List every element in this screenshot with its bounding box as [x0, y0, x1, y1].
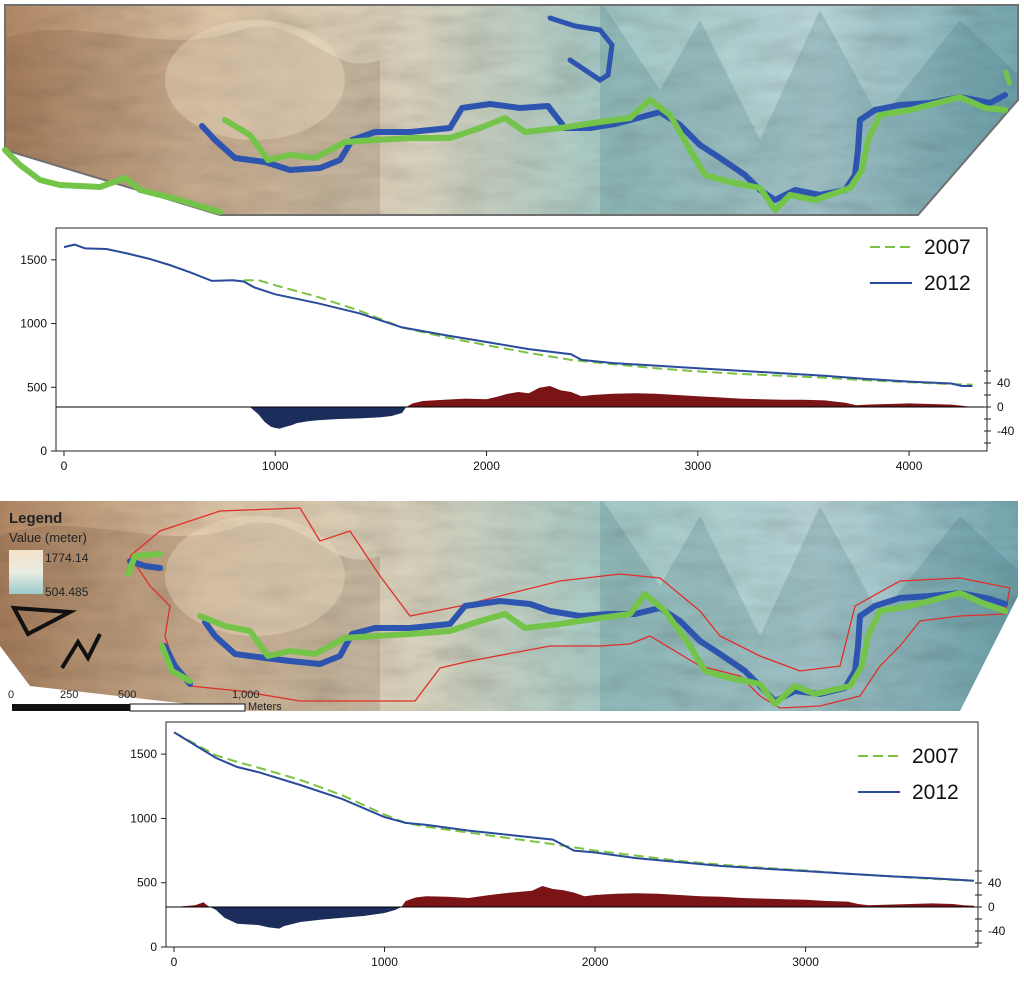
profile-chart-top: 0 1000 2000 3000 4000 0 500 1000 1500 40 0 -40 2007 2… [20, 227, 1015, 473]
channel-2007-top [2, 94, 1008, 215]
scale-tick-500: 500 [118, 689, 136, 701]
legend-label-2012-top: 2012 [924, 272, 971, 295]
channel-2012-top [199, 92, 1008, 203]
channel-2007-bottom [125, 551, 1008, 707]
scale-bar: 0 250 500 1,000 Meters [8, 689, 282, 713]
x-tick-label-top: 4000 [896, 459, 923, 473]
y2-tick-label-bottom: -40 [988, 924, 1006, 938]
y-tick-label-top: 1000 [20, 317, 47, 331]
chart-bottom: 0 1000 2000 3000 0 500 1000 1500 40 0 -40 2007 2012 [0, 718, 1024, 987]
series-line-2012-top [63, 243, 973, 387]
y-tick-label-bottom: 1000 [130, 811, 157, 825]
x-tick-label-top: 0 [61, 459, 68, 473]
x-tick-label-top: 2000 [473, 459, 500, 473]
legend-label-2007-bottom: 2007 [912, 745, 959, 768]
legend-low-value: 504.485 [45, 585, 89, 599]
y-tick-label-bottom: 0 [150, 940, 157, 954]
legend-high-value: 1774.14 [45, 551, 89, 565]
scale-tick-1000: 1,000 [232, 689, 260, 701]
x-tick-label-bottom: 1000 [371, 955, 398, 969]
difference-area-negative-bottom [174, 907, 974, 929]
legend-label-2007-top: 2007 [924, 236, 971, 259]
difference-area-positive-bottom [174, 886, 974, 907]
profile-chart-bottom: 0 1000 2000 3000 0 500 1000 1500 40 0 -40 2007 2012 [130, 721, 1006, 969]
x-tick-label-bottom: 3000 [792, 955, 819, 969]
legend-subtitle: Value (meter) [9, 530, 87, 545]
y-tick-label-top: 0 [40, 444, 47, 458]
map-top [0, 0, 1024, 222]
plot-frame-top [55, 227, 988, 452]
y-tick-label-top: 1500 [20, 253, 47, 267]
difference-area-positive-top [64, 386, 973, 407]
map-bottom-svg: Legend Value (meter) 1774.14 504.485 0 2… [0, 501, 1018, 713]
y2-tick-label-bottom: 40 [988, 876, 1002, 890]
channel-2007-top-north [1002, 69, 1013, 86]
series-line-2012-bottom [173, 731, 975, 882]
y-tick-label-bottom: 500 [137, 876, 157, 890]
scale-tick-0: 0 [8, 689, 14, 701]
scale-tick-250: 250 [60, 689, 78, 701]
y2-tick-label-bottom: 0 [988, 900, 995, 914]
difference-area-negative-top [64, 407, 973, 429]
north-arrow-icon [10, 605, 102, 670]
y-tick-label-top: 500 [27, 380, 47, 394]
study-area-outline [129, 507, 1011, 709]
x-tick-label-top: 1000 [262, 459, 289, 473]
channel-2012-top-north [547, 15, 615, 83]
series-line-2007-top [243, 279, 973, 386]
scale-unit: Meters [248, 701, 282, 713]
y2-tick-label-top: 0 [997, 400, 1004, 414]
y-tick-label-bottom: 1500 [130, 747, 157, 761]
y2-tick-label-top: 40 [997, 376, 1011, 390]
legend-title: Legend [9, 510, 62, 527]
map-bottom: Legend Value (meter) 1774.14 504.485 0 2… [0, 496, 1024, 718]
y2-tick-label-top: -40 [997, 424, 1015, 438]
x-tick-label-top: 3000 [684, 459, 711, 473]
legend-label-2012-bottom: 2012 [912, 781, 959, 804]
chart-top: 0 1000 2000 3000 4000 0 500 1000 1500 40 0 -40 2007 2… [0, 222, 1024, 484]
x-tick-label-bottom: 0 [171, 955, 178, 969]
map-top-svg [2, 4, 1019, 216]
x-tick-label-bottom: 2000 [582, 955, 609, 969]
legend-color-ramp [9, 550, 43, 594]
